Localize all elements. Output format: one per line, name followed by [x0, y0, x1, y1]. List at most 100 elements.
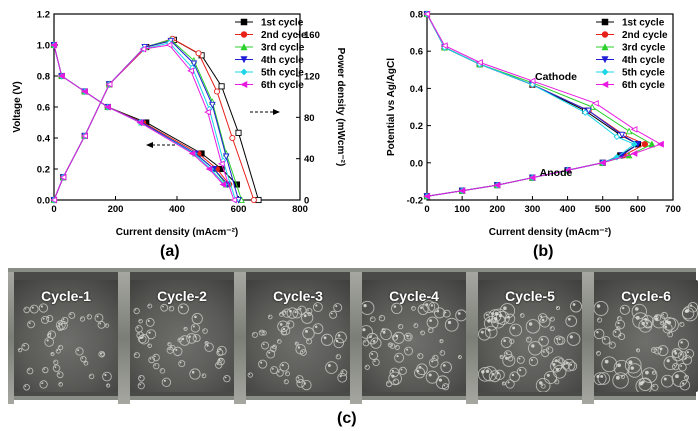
bubble-highlight — [135, 309, 137, 311]
bubble — [333, 303, 343, 313]
chart-b-legend-label-3: 3rd cycle — [622, 43, 666, 54]
bubble-highlight — [371, 317, 373, 320]
bubble-highlight — [598, 318, 600, 320]
electrode-photo-cell: Cycle-3 — [246, 280, 350, 392]
bubble-highlight — [81, 317, 83, 319]
bubble-highlight — [481, 370, 485, 374]
chart-a-power-line-6 — [53, 44, 235, 201]
bubble — [555, 305, 561, 311]
bubble — [638, 377, 652, 391]
bubble — [88, 373, 95, 380]
bubble — [398, 366, 407, 375]
bubble — [403, 332, 413, 342]
bubble — [417, 352, 424, 360]
bubble — [138, 319, 143, 324]
bubble — [299, 349, 307, 356]
bubble — [258, 359, 268, 369]
bubble-highlight — [301, 350, 304, 353]
bubble-highlight — [96, 315, 99, 318]
bubble — [671, 347, 682, 358]
bubble-highlight — [139, 383, 141, 386]
chart-b-xtick-label-8: 700 — [665, 204, 681, 215]
bubble — [55, 348, 61, 354]
bubble-highlight — [433, 356, 436, 358]
chart-b-anode-point-6-7 — [630, 150, 638, 157]
bubble-highlight — [668, 333, 670, 335]
chart-a-power-point-6-10 — [230, 196, 237, 204]
bubble — [56, 324, 64, 331]
bubble — [362, 339, 370, 347]
bubble — [370, 337, 382, 349]
bubble — [186, 333, 197, 344]
bubble — [484, 325, 498, 339]
bubble-highlight — [303, 314, 307, 318]
bubble-highlight — [502, 382, 504, 384]
chart-a-legend-marker-5 — [240, 68, 248, 76]
bubble-highlight — [335, 340, 339, 343]
bubble-highlight — [518, 357, 521, 360]
chart-a-legend-label-1: 1st cycle — [261, 18, 304, 29]
bubble-highlight — [493, 317, 498, 321]
bubble — [397, 323, 404, 330]
bubble-highlight — [680, 322, 682, 325]
bubble-highlight — [339, 375, 342, 378]
bubble-highlight — [665, 320, 669, 324]
chart-b-cathode-point-5-5 — [581, 109, 589, 116]
bubble-highlight — [295, 342, 297, 344]
bubble-highlight — [162, 305, 164, 308]
bubble — [286, 307, 299, 319]
chart-a-legend-label-5: 5th cycle — [261, 68, 304, 79]
bubble-highlight — [147, 320, 150, 323]
bubble — [329, 310, 338, 319]
bubble-highlight — [104, 373, 107, 377]
bubble-highlight — [253, 333, 255, 335]
bubble — [608, 341, 616, 349]
bubble-highlight — [268, 351, 271, 354]
bubble — [552, 364, 567, 379]
bubble — [152, 353, 160, 362]
bubble — [247, 372, 253, 378]
bubble — [29, 304, 39, 314]
bubble — [177, 303, 189, 315]
bubble — [79, 316, 86, 322]
bubble-highlight — [191, 370, 195, 374]
bubble-highlight — [655, 317, 659, 321]
bubble — [104, 323, 110, 328]
bubble — [653, 314, 662, 322]
chart-b-cathode-point-6-4 — [528, 77, 536, 85]
bubble-highlight — [485, 369, 490, 374]
bubble-highlight — [430, 304, 434, 307]
bubble — [223, 375, 231, 383]
bubble-highlight — [262, 331, 264, 333]
bubble-highlight — [58, 372, 60, 375]
bubble-highlight — [139, 320, 141, 322]
bubble — [411, 305, 416, 311]
bubble-highlight — [567, 317, 571, 321]
bubble — [404, 346, 414, 356]
bubble — [100, 352, 105, 357]
bubble — [44, 337, 55, 347]
bubble — [601, 336, 611, 345]
bubble-highlight — [541, 318, 545, 322]
bubble — [500, 336, 512, 349]
bubble — [684, 348, 695, 359]
bubble-highlight — [420, 306, 423, 310]
bubble-texture — [133, 303, 231, 390]
chart-a-legend-marker-1 — [240, 18, 248, 26]
bubble — [652, 314, 666, 329]
bubble — [525, 336, 532, 343]
bubble-highlight — [617, 363, 621, 368]
bubble-highlight — [622, 307, 625, 310]
bubble — [392, 378, 400, 385]
bubble-highlight — [283, 327, 286, 331]
bubble — [286, 320, 295, 329]
bubble-highlight — [485, 313, 488, 316]
bubble-highlight — [364, 341, 366, 343]
bubble — [601, 356, 618, 373]
bubble-highlight — [395, 346, 398, 348]
bubble-highlight — [507, 315, 510, 319]
bubble — [17, 347, 23, 353]
chart-b-legend-marker-1 — [601, 18, 609, 26]
chart-a-xtick-label-5: 800 — [292, 204, 308, 215]
bubble — [189, 368, 201, 380]
